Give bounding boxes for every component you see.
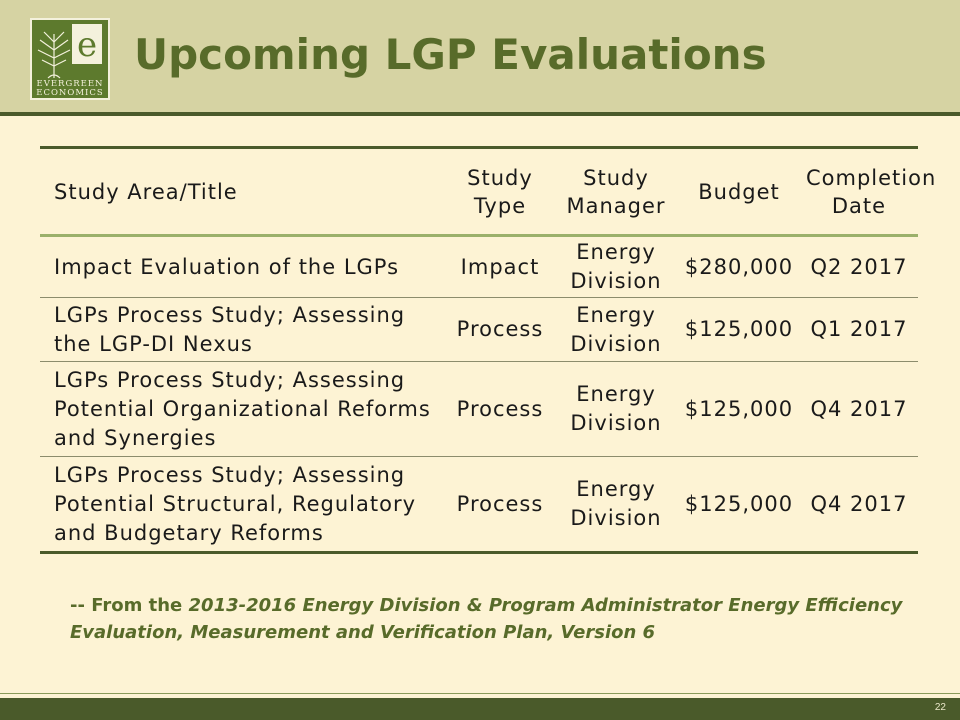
logo-text-line1: EVERGREEN	[37, 79, 104, 89]
source-plan-title: 2013-2016 Energy Division & Program Admi…	[70, 595, 903, 643]
cell-study-manager: Energy Division	[570, 382, 662, 435]
cell-study-type: Process	[456, 396, 544, 421]
cell-study-title: LGPs Process Study; Assessing Potential …	[54, 367, 431, 450]
cell-completion-date: Q4 2017	[810, 491, 908, 516]
evergreen-logo: e EVERGREEN ECONOMICS	[30, 18, 110, 100]
header-budget: Budget	[698, 179, 780, 204]
header-band	[0, 0, 960, 112]
cell-completion-date: Q1 2017	[810, 317, 908, 341]
table-row: LGPs Process Study; Assessing Potential …	[40, 457, 918, 553]
evaluations-table-container: Study Area/Title Study Type Study Manage…	[40, 146, 937, 554]
table-row: LGPs Process Study; Assessing the LGP-DI…	[40, 298, 918, 362]
cell-study-manager: Energy Division	[570, 477, 662, 530]
table-row: Impact Evaluation of the LGPs Impact Ene…	[40, 236, 918, 298]
cell-budget: $125,000	[684, 396, 794, 421]
page-number: 22	[934, 702, 946, 713]
cell-study-type: Process	[456, 491, 544, 516]
cell-completion-date: Q2 2017	[810, 254, 908, 279]
table-header-row: Study Area/Title Study Type Study Manage…	[40, 147, 937, 236]
cell-budget: $280,000	[684, 254, 794, 279]
header-completion-date: Completion Date	[806, 165, 937, 218]
cell-study-type: Process	[456, 317, 544, 341]
cell-completion-date: Q4 2017	[810, 396, 908, 421]
page-title: Upcoming LGP Evaluations	[134, 30, 767, 79]
cell-study-title: LGPs Process Study; Assessing the LGP-DI…	[54, 302, 406, 356]
header-study-area: Study Area/Title	[54, 179, 238, 204]
header-study-manager: Study Manager	[566, 165, 666, 218]
cell-study-type: Impact	[460, 254, 540, 279]
footer-band: 22	[0, 698, 960, 720]
cell-budget: $125,000	[684, 491, 794, 516]
cell-budget: $125,000	[684, 317, 794, 341]
source-prefix: -- From the	[70, 595, 189, 616]
header-rule	[0, 112, 960, 116]
svg-text:e: e	[77, 25, 97, 65]
table-row: LGPs Process Study; Assessing Potential …	[40, 362, 918, 457]
cell-study-title: Impact Evaluation of the LGPs	[54, 254, 400, 279]
evaluations-table: Study Area/Title Study Type Study Manage…	[40, 146, 937, 554]
header-study-type: Study Type	[467, 165, 533, 218]
source-citation: -- From the 2013-2016 Energy Division & …	[70, 592, 910, 646]
cell-study-manager: Energy Division	[570, 240, 662, 293]
cell-study-title: LGPs Process Study; Assessing Potential …	[54, 462, 417, 545]
logo-text-line2: ECONOMICS	[36, 88, 103, 98]
cell-study-manager: Energy Division	[570, 302, 662, 356]
footer-rule	[0, 693, 960, 694]
